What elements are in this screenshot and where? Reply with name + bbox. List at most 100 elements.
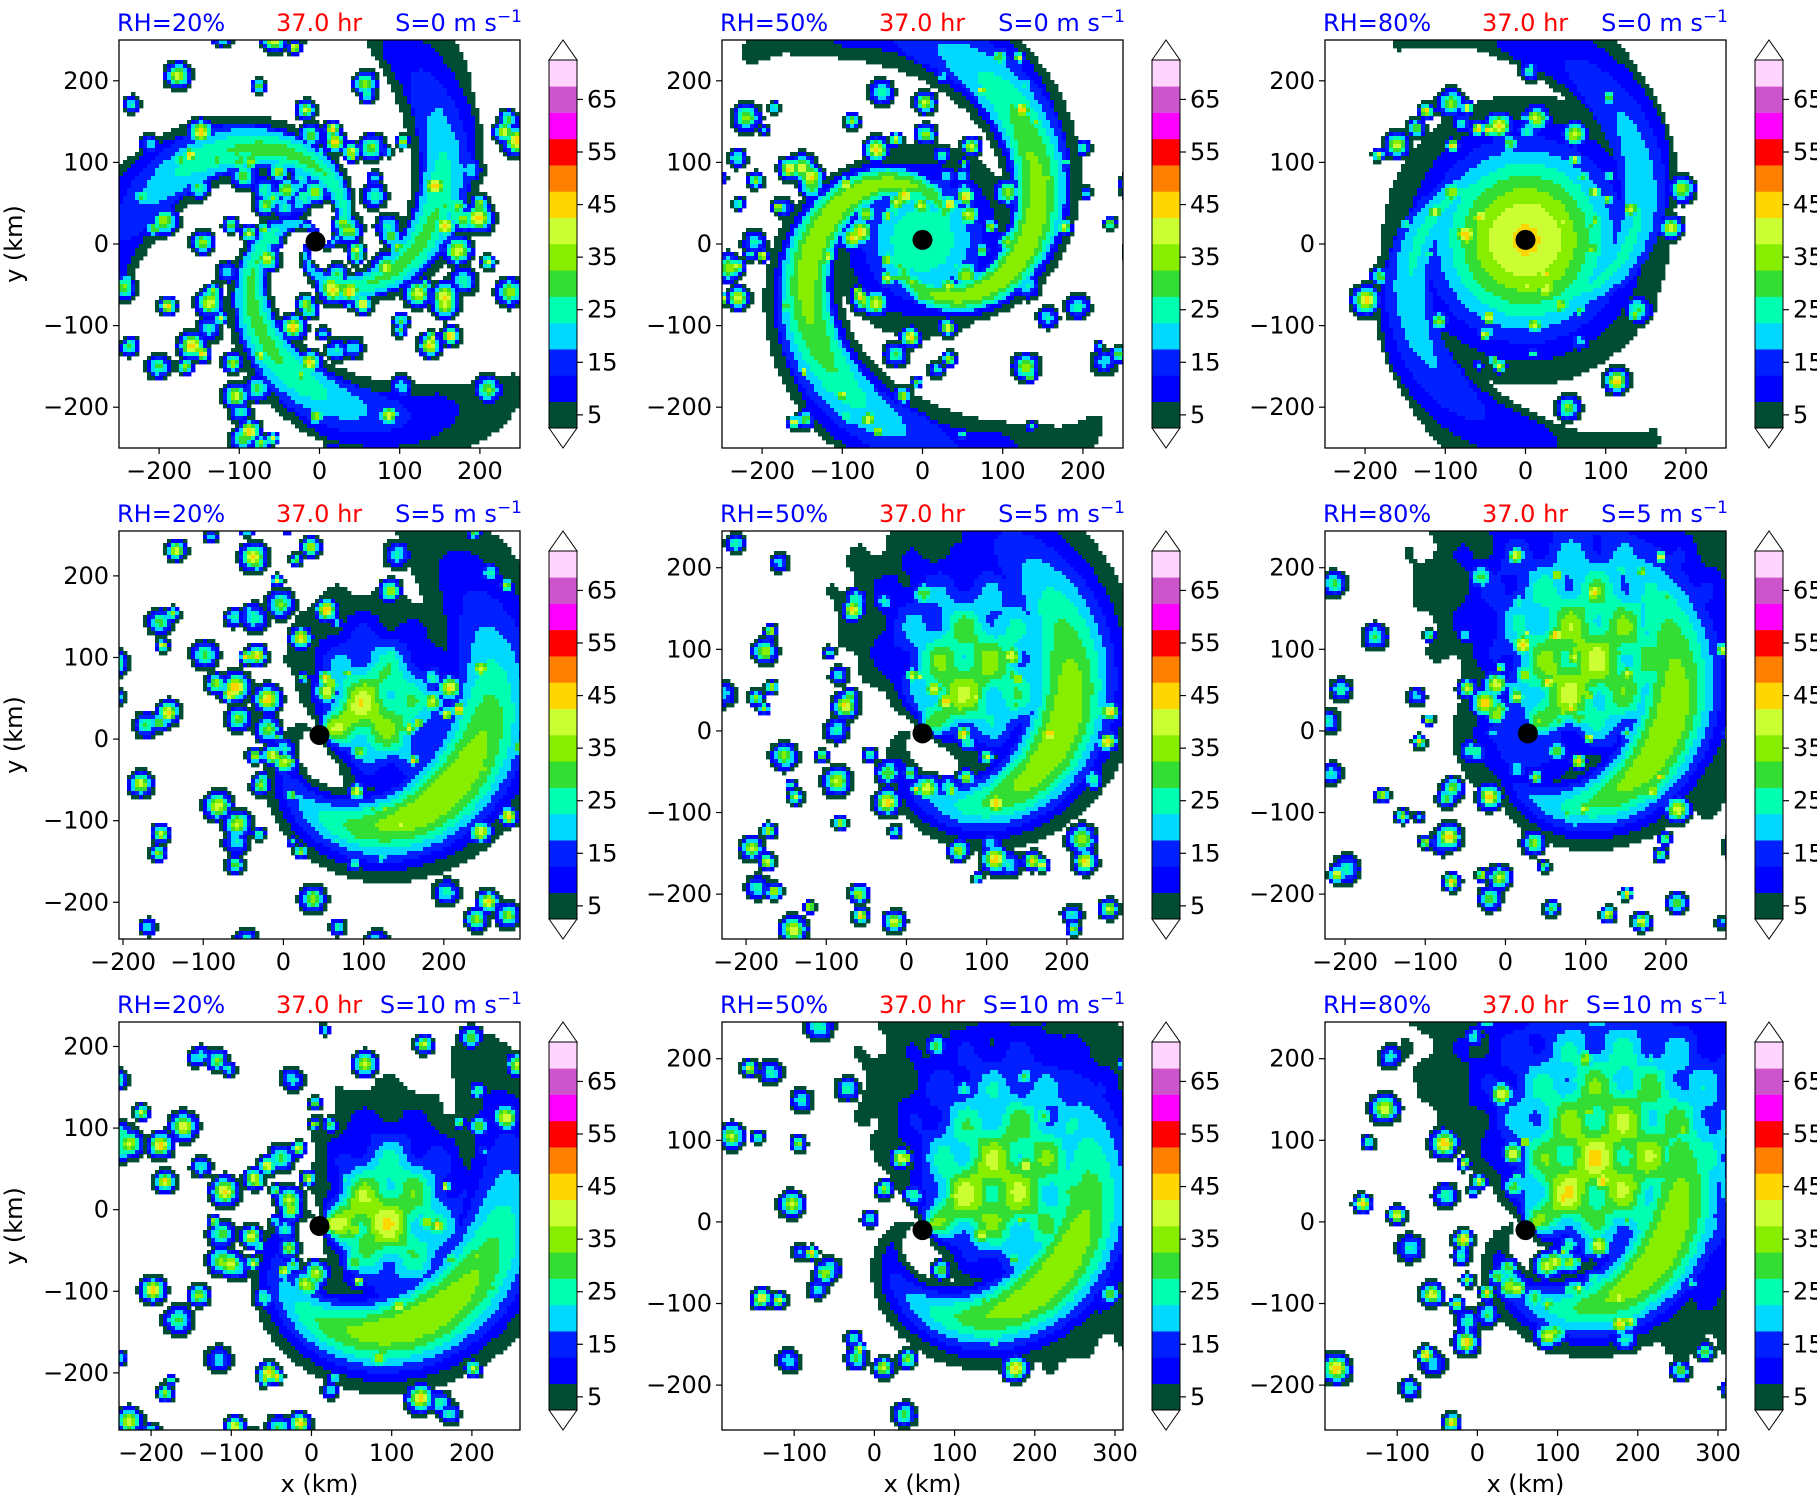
colorbar-band: [1755, 1304, 1783, 1332]
colorbar-band: [1755, 787, 1783, 815]
y-tick-label: −200: [646, 1371, 712, 1399]
colorbar-tick-label: 45: [587, 682, 618, 710]
panel-time-label: 37.0 hr: [879, 9, 965, 37]
colorbar-tick-label: 55: [587, 629, 618, 657]
colorbar-tick-label: 65: [587, 85, 618, 113]
y-tick-label: 0: [1300, 717, 1315, 745]
colorbar-extend-max: [1754, 530, 1784, 552]
panel-r0c0: RH=20% 37.0 hr S=0 m s−1 −200 −100 0 100 200 200…: [0, 7, 618, 485]
y-tick-label: −200: [646, 880, 712, 908]
colorbar-tick-label: 55: [587, 1120, 618, 1148]
storm-center-marker: [305, 231, 326, 252]
colorbar-tick-label: 15: [587, 1330, 618, 1358]
y-tick-label: −200: [1249, 393, 1315, 421]
x-tick-label: 0: [867, 1439, 882, 1467]
colorbar-band: [1152, 1042, 1180, 1069]
colorbar-tick-label: 25: [587, 787, 618, 815]
colorbar-band: [1152, 577, 1180, 604]
x-tick-label: 200: [1643, 948, 1689, 976]
colorbar-band: [1152, 1147, 1180, 1174]
x-tick-label: 100: [1563, 948, 1609, 976]
x-tick-label: 100: [377, 457, 423, 485]
colorbar-band: [549, 866, 577, 894]
colorbar-tick-label: 55: [1793, 1120, 1817, 1148]
colorbar: 5 15 25 35 45 55 65: [1754, 39, 1817, 449]
colorbar: 5 15 25 35 45 55 65: [548, 1021, 618, 1431]
colorbar-extend-max: [1151, 530, 1181, 552]
colorbar-frame: [1151, 1041, 1181, 1411]
x-tick-label: −200: [1332, 457, 1398, 485]
storm-center-marker: [912, 723, 933, 744]
colorbar-band: [549, 296, 577, 324]
colorbar-band: [1755, 603, 1783, 631]
colorbar-band: [549, 244, 577, 271]
x-axis-label: x (km): [281, 1470, 359, 1498]
colorbar-tick-label: 65: [1793, 1067, 1817, 1095]
y-tick-label: 100: [666, 635, 712, 663]
colorbar-tick-label: 5: [1793, 892, 1808, 920]
colorbar-frame: [1754, 1041, 1784, 1411]
plot-frame: [118, 530, 521, 940]
colorbar-band: [1755, 577, 1783, 604]
colorbar-tick-label: 45: [587, 1173, 618, 1201]
x-tick-label: −200: [90, 948, 156, 976]
plot-frame: [118, 1021, 521, 1431]
panel-shear-label: S=5 m s−1: [1601, 498, 1728, 528]
y-tick-label: −100: [43, 807, 109, 835]
panel-shear-label: S=5 m s−1: [998, 498, 1125, 528]
y-tick-label: −100: [1249, 799, 1315, 827]
y-tick-label: 200: [666, 1045, 712, 1073]
colorbar-tick-label: 55: [1190, 1120, 1221, 1148]
colorbar-band: [1152, 840, 1180, 867]
reflectivity-field: [119, 1022, 520, 1430]
y-tick-label: 0: [1300, 230, 1315, 258]
colorbar-band: [1152, 1120, 1180, 1148]
colorbar-band: [1152, 322, 1180, 350]
x-tick-label: −200: [729, 457, 795, 485]
colorbar: 5 15 25 35 45 55 65: [548, 530, 618, 940]
colorbar-tick-label: 35: [587, 1225, 618, 1253]
colorbar-band: [549, 1357, 577, 1385]
colorbar-band: [549, 1226, 577, 1253]
storm-center-marker: [309, 1216, 330, 1236]
reflectivity-field: [722, 1022, 1123, 1430]
colorbar-band: [549, 577, 577, 604]
x-tick-label: 200: [1615, 1439, 1661, 1467]
colorbar-extend-max: [1754, 39, 1784, 61]
colorbar-band: [1755, 1173, 1783, 1201]
reflectivity-field: [722, 531, 1123, 939]
colorbar-band: [1755, 1226, 1783, 1253]
panel-time-label: 37.0 hr: [276, 500, 362, 528]
panel-time-label: 37.0 hr: [1482, 9, 1568, 37]
colorbar-band: [549, 1383, 577, 1411]
colorbar-tick-label: 55: [1190, 138, 1221, 166]
y-tick-label: 200: [1269, 554, 1315, 582]
colorbar-tick-label: 45: [1190, 191, 1221, 219]
y-tick-label: 200: [666, 554, 712, 582]
colorbar-tick-label: 15: [1793, 1330, 1817, 1358]
y-axis-label: y (km): [0, 205, 28, 283]
colorbar-tick-label: 5: [1190, 892, 1205, 920]
colorbar-extend-max: [1754, 1021, 1784, 1043]
x-tick-label: 0: [1498, 948, 1513, 976]
colorbar-band: [549, 761, 577, 788]
reflectivity-field: [119, 40, 520, 448]
colorbar-extend-max: [548, 39, 578, 61]
colorbar-frame: [548, 1041, 578, 1411]
y-tick-label: 200: [1269, 1045, 1315, 1073]
colorbar-band: [1152, 892, 1180, 920]
panel-r2c2: RH=80% 37.0 hr S=10 m s−1 −100 0 100 200 300 200…: [1249, 989, 1817, 1498]
x-tick-label: 0: [1518, 457, 1533, 485]
reflectivity-field: [1325, 531, 1726, 936]
colorbar-band: [1152, 656, 1180, 683]
colorbar-tick-label: 35: [1793, 243, 1817, 271]
panel-rh-label: RH=20%: [117, 9, 225, 37]
colorbar-band: [1152, 787, 1180, 815]
colorbar-tick-label: 15: [587, 348, 618, 376]
y-tick-label: 100: [666, 148, 712, 176]
plot-frame: [1324, 1021, 1727, 1431]
storm-center-marker: [1517, 723, 1538, 744]
y-tick-label: −100: [1249, 1290, 1315, 1318]
panel-rh-label: RH=50%: [720, 9, 828, 37]
